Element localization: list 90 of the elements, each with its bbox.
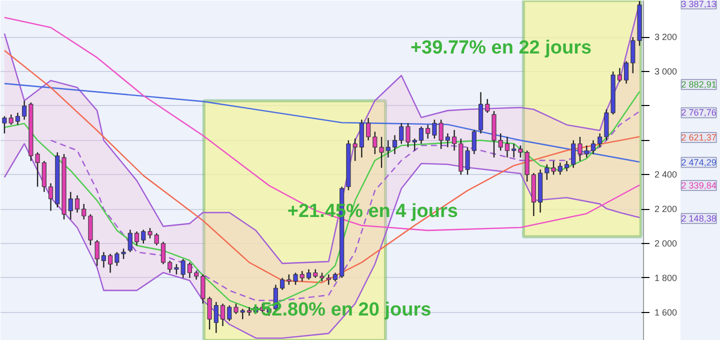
text: 3 387,13 bbox=[681, 0, 716, 9]
candlestick bbox=[2, 116, 7, 134]
candlestick bbox=[379, 136, 384, 168]
candlestick bbox=[352, 138, 358, 162]
candlestick bbox=[564, 160, 570, 172]
candlestick bbox=[598, 132, 602, 148]
candlestick bbox=[168, 260, 172, 274]
candlestick bbox=[174, 264, 179, 276]
candlestick bbox=[630, 36, 636, 74]
candlestick bbox=[134, 230, 140, 246]
candlestick bbox=[15, 112, 20, 126]
candlestick bbox=[485, 98, 490, 114]
candlestick bbox=[406, 122, 410, 148]
candlestick bbox=[438, 119, 444, 150]
candlestick bbox=[306, 268, 312, 280]
candlestick bbox=[128, 229, 132, 253]
text: 2 148,38 bbox=[681, 213, 716, 224]
candlestick bbox=[445, 132, 450, 148]
candlestick bbox=[432, 119, 437, 140]
line-series bbox=[4, 143, 640, 339]
line-series bbox=[4, 2, 640, 264]
candlestick bbox=[465, 146, 470, 176]
candlestick bbox=[227, 304, 232, 322]
candlestick bbox=[220, 303, 226, 327]
text: 2 882,91 bbox=[681, 79, 716, 90]
candlestick bbox=[35, 152, 40, 188]
candlestick bbox=[617, 67, 622, 82]
y-tick-label: 1 600 bbox=[654, 307, 678, 318]
candlestick bbox=[300, 270, 304, 282]
candlestick bbox=[524, 150, 530, 182]
candlestick bbox=[234, 303, 238, 315]
candlestick bbox=[386, 140, 390, 158]
candlestick bbox=[101, 252, 106, 268]
candlestick bbox=[180, 258, 186, 278]
candlestick bbox=[426, 124, 430, 140]
candlestick bbox=[114, 252, 120, 266]
candlestick bbox=[280, 277, 285, 291]
y-tick-label: 2 000 bbox=[654, 238, 678, 249]
candlestick bbox=[214, 301, 218, 334]
candlestick bbox=[412, 138, 417, 152]
line-series bbox=[4, 16, 640, 232]
candlestick bbox=[326, 274, 331, 286]
candlestick bbox=[108, 253, 113, 274]
candlestick bbox=[148, 227, 152, 239]
candlestick bbox=[578, 136, 582, 162]
line-series bbox=[4, 82, 640, 163]
candlestick bbox=[293, 272, 298, 286]
candlestick bbox=[518, 144, 523, 158]
candlestick bbox=[544, 164, 550, 180]
candlestick bbox=[504, 136, 510, 158]
line-series bbox=[50, 110, 640, 302]
candlestick bbox=[392, 134, 398, 155]
candlestick bbox=[207, 296, 212, 330]
annotation: +39.77% en 22 jours bbox=[410, 38, 592, 59]
candlestick bbox=[82, 203, 86, 220]
candlestick bbox=[551, 160, 556, 176]
candlestick bbox=[472, 129, 476, 155]
candlestick bbox=[22, 100, 27, 120]
candlestick bbox=[571, 140, 576, 168]
candlestick bbox=[121, 248, 126, 260]
text: 2 767,76 bbox=[681, 108, 716, 118]
y-tick-label: 1 800 bbox=[654, 272, 678, 283]
candlestick bbox=[187, 262, 192, 278]
candlestick bbox=[498, 132, 503, 152]
candlestick bbox=[590, 140, 596, 155]
y-tick-label: 2 400 bbox=[654, 170, 678, 180]
candlestick bbox=[624, 60, 629, 84]
y-tick-label: 3 200 bbox=[654, 32, 678, 42]
candlestick bbox=[512, 143, 516, 158]
candlestick bbox=[8, 114, 14, 126]
candlestick bbox=[399, 122, 404, 144]
candlestick bbox=[452, 129, 457, 152]
candlestick bbox=[160, 241, 166, 265]
candlestick bbox=[366, 117, 371, 141]
candlestick bbox=[200, 274, 206, 304]
text: 2 474,29 bbox=[681, 157, 716, 168]
candlestick bbox=[68, 191, 73, 220]
y-tick-label: 2 200 bbox=[654, 204, 678, 214]
y-tick-label: 3 000 bbox=[654, 66, 678, 77]
text: 2 621,37 bbox=[681, 132, 716, 143]
candlestick bbox=[558, 162, 562, 176]
candlestick bbox=[372, 131, 378, 155]
candlestick bbox=[154, 232, 159, 246]
candlestick bbox=[418, 126, 424, 144]
text: 2 339,84 bbox=[681, 180, 716, 190]
candlestick bbox=[94, 239, 100, 266]
candlestick bbox=[141, 229, 146, 244]
candlestick bbox=[584, 144, 589, 158]
candlestick bbox=[74, 194, 80, 214]
candlestick bbox=[48, 182, 54, 212]
